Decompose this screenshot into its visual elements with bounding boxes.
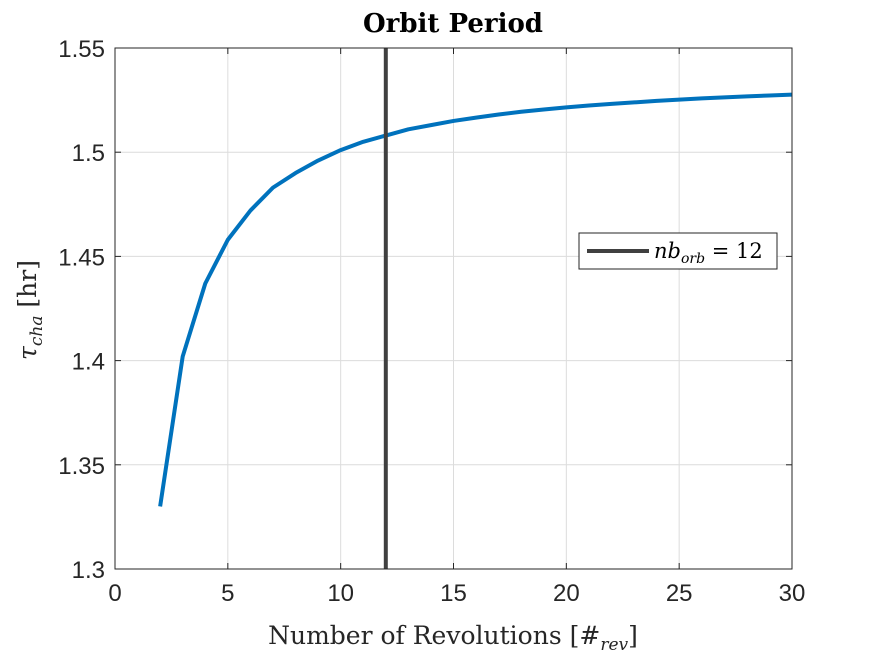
- series-line: [158, 92, 793, 507]
- y-tick-label: 1.35: [58, 453, 105, 480]
- x-tick-label: 30: [779, 580, 806, 607]
- y-axis: 1.3 1.35 1.4 1.45 1.5 1.55: [58, 36, 792, 584]
- x-tick-label: 5: [221, 580, 234, 607]
- x-tick-label: 0: [108, 580, 121, 607]
- y-tick-label: 1.3: [72, 557, 105, 584]
- legend-label: nborb = 12: [654, 239, 763, 267]
- x-axis: 0 5 10 15 20 25 30: [108, 48, 805, 607]
- x-tick-label: 20: [553, 580, 580, 607]
- x-tick-label: 25: [666, 580, 693, 607]
- x-tick-label: 15: [440, 580, 467, 607]
- y-axis-label: τcha [hr]: [13, 260, 47, 360]
- x-tick-label: 10: [327, 580, 354, 607]
- y-tick-label: 1.45: [58, 244, 105, 271]
- y-tick-label: 1.5: [72, 140, 105, 167]
- series-layer: [158, 48, 793, 569]
- x-axis-label: Number of Revolutions [#rev]: [268, 621, 638, 655]
- chart-title: Orbit Period: [363, 9, 543, 39]
- y-tick-label: 1.55: [58, 36, 105, 63]
- y-tick-label: 1.4: [72, 349, 105, 376]
- legend: nborb = 12: [578, 232, 778, 270]
